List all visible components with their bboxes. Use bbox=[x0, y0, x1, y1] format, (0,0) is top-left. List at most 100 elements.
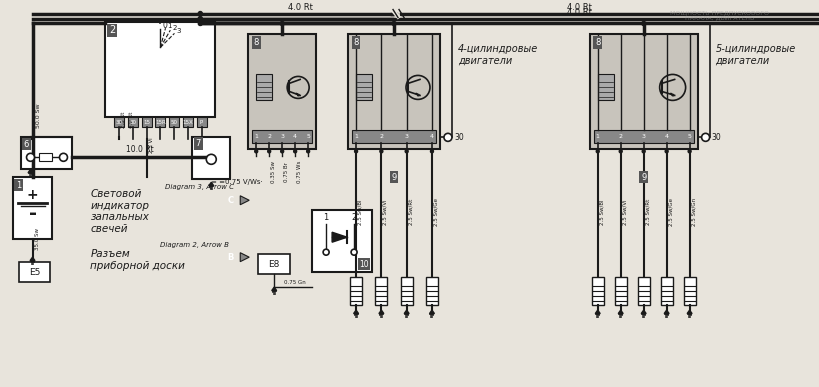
Text: E5: E5 bbox=[29, 268, 40, 277]
Polygon shape bbox=[271, 287, 276, 291]
Bar bbox=[12, 177, 52, 239]
Bar bbox=[258, 254, 290, 274]
Text: 6: 6 bbox=[24, 140, 29, 149]
Bar bbox=[183, 117, 192, 127]
Circle shape bbox=[306, 150, 310, 153]
Bar bbox=[589, 34, 697, 149]
Bar bbox=[20, 137, 72, 169]
Text: 15X: 15X bbox=[182, 120, 193, 125]
Text: МОЩНОСТЬ ПРЕДПУСКОВОГО: МОЩНОСТЬ ПРЕДПУСКОВОГО bbox=[669, 10, 768, 15]
Circle shape bbox=[354, 150, 357, 153]
Bar bbox=[192, 137, 230, 179]
Circle shape bbox=[379, 150, 382, 153]
Text: 2.5 Sw/Vi: 2.5 Sw/Vi bbox=[382, 199, 387, 225]
Text: 3: 3 bbox=[641, 134, 645, 139]
Circle shape bbox=[198, 12, 202, 15]
Polygon shape bbox=[404, 310, 409, 313]
Bar bbox=[683, 277, 695, 305]
Text: B: B bbox=[227, 253, 233, 262]
Text: 8: 8 bbox=[595, 38, 600, 47]
Text: 0: 0 bbox=[162, 22, 167, 31]
Text: 2.5 Sw/Bl: 2.5 Sw/Bl bbox=[357, 199, 362, 225]
Text: 9: 9 bbox=[640, 173, 645, 182]
Text: 35.0 Sw: 35.0 Sw bbox=[34, 228, 39, 250]
Bar bbox=[351, 130, 436, 143]
Circle shape bbox=[323, 249, 328, 255]
Text: 4: 4 bbox=[293, 134, 296, 139]
Text: 2: 2 bbox=[379, 134, 383, 139]
Circle shape bbox=[206, 154, 216, 164]
Text: 4.0 Rt: 4.0 Rt bbox=[129, 112, 134, 128]
Text: 5: 5 bbox=[687, 134, 690, 139]
Bar bbox=[597, 74, 613, 100]
Circle shape bbox=[60, 153, 67, 161]
Text: 2.5 Vi: 2.5 Vi bbox=[148, 138, 153, 153]
Bar bbox=[614, 277, 626, 305]
Text: 0.75 Gn: 0.75 Gn bbox=[284, 280, 305, 285]
Text: 2.5 Sw/Ge: 2.5 Sw/Ge bbox=[667, 198, 672, 226]
Text: 50.0 Sw: 50.0 Sw bbox=[35, 104, 40, 128]
Circle shape bbox=[641, 150, 645, 153]
Polygon shape bbox=[429, 310, 434, 313]
Bar bbox=[169, 117, 179, 127]
Bar bbox=[355, 74, 372, 100]
Text: 4: 4 bbox=[664, 134, 667, 139]
Polygon shape bbox=[663, 310, 668, 313]
Polygon shape bbox=[240, 196, 249, 205]
Bar bbox=[197, 117, 206, 127]
Bar bbox=[593, 130, 693, 143]
Polygon shape bbox=[378, 310, 383, 313]
Bar bbox=[252, 130, 312, 143]
Circle shape bbox=[280, 150, 283, 153]
Text: 4.0 Rt: 4.0 Rt bbox=[567, 2, 591, 12]
Bar bbox=[637, 277, 649, 305]
Circle shape bbox=[405, 150, 408, 153]
Circle shape bbox=[687, 150, 690, 153]
Text: 1: 1 bbox=[324, 213, 328, 222]
Text: 0.75 Br: 0.75 Br bbox=[283, 163, 288, 182]
Bar bbox=[128, 117, 138, 127]
Polygon shape bbox=[618, 310, 622, 313]
Bar bbox=[312, 210, 372, 272]
Bar bbox=[660, 277, 672, 305]
Polygon shape bbox=[28, 169, 33, 173]
Circle shape bbox=[443, 134, 451, 141]
Text: 3: 3 bbox=[405, 134, 408, 139]
Text: 2: 2 bbox=[172, 25, 176, 31]
Polygon shape bbox=[209, 182, 214, 186]
Text: P: P bbox=[200, 120, 203, 125]
FancyArrow shape bbox=[415, 93, 419, 96]
Text: Разъем
приборной доски: Разъем приборной доски bbox=[90, 249, 185, 271]
Text: 2.5 Sw/Bl: 2.5 Sw/Bl bbox=[599, 199, 604, 225]
Text: Diagram 3, Arrow C: Diagram 3, Arrow C bbox=[165, 184, 234, 190]
Text: +: + bbox=[27, 188, 38, 202]
Bar bbox=[38, 153, 52, 161]
Circle shape bbox=[198, 17, 202, 21]
Text: НАКАЛА, ДВИГАТЕЛЬ: НАКАЛА, ДВИГАТЕЛЬ bbox=[684, 15, 753, 20]
Text: -: - bbox=[29, 204, 37, 223]
Text: 15: 15 bbox=[143, 120, 150, 125]
Text: 2: 2 bbox=[267, 134, 271, 139]
Text: 30: 30 bbox=[129, 120, 136, 125]
Circle shape bbox=[293, 150, 296, 153]
Text: 2.5 Rt: 2.5 Rt bbox=[121, 112, 126, 128]
Bar bbox=[155, 117, 165, 127]
Text: 1: 1 bbox=[167, 23, 172, 29]
Polygon shape bbox=[240, 253, 249, 262]
Circle shape bbox=[267, 150, 270, 153]
Text: Diagram 2, Arrow B: Diagram 2, Arrow B bbox=[161, 242, 229, 248]
Text: 0.75 Ws: 0.75 Ws bbox=[296, 161, 301, 183]
Text: 30: 30 bbox=[711, 133, 721, 142]
Text: 10.0 Rt: 10.0 Rt bbox=[126, 146, 154, 154]
Circle shape bbox=[618, 150, 622, 153]
Text: 2.5 Sw/Rt: 2.5 Sw/Rt bbox=[408, 199, 413, 225]
Text: 2.5 Sw/Rt: 2.5 Sw/Rt bbox=[645, 199, 649, 225]
Text: 2: 2 bbox=[351, 213, 356, 222]
Circle shape bbox=[280, 22, 284, 26]
Polygon shape bbox=[595, 310, 600, 313]
Bar bbox=[19, 262, 51, 282]
Bar bbox=[400, 277, 412, 305]
Text: 4: 4 bbox=[429, 134, 433, 139]
Bar bbox=[256, 74, 272, 100]
Text: 3: 3 bbox=[280, 134, 284, 139]
